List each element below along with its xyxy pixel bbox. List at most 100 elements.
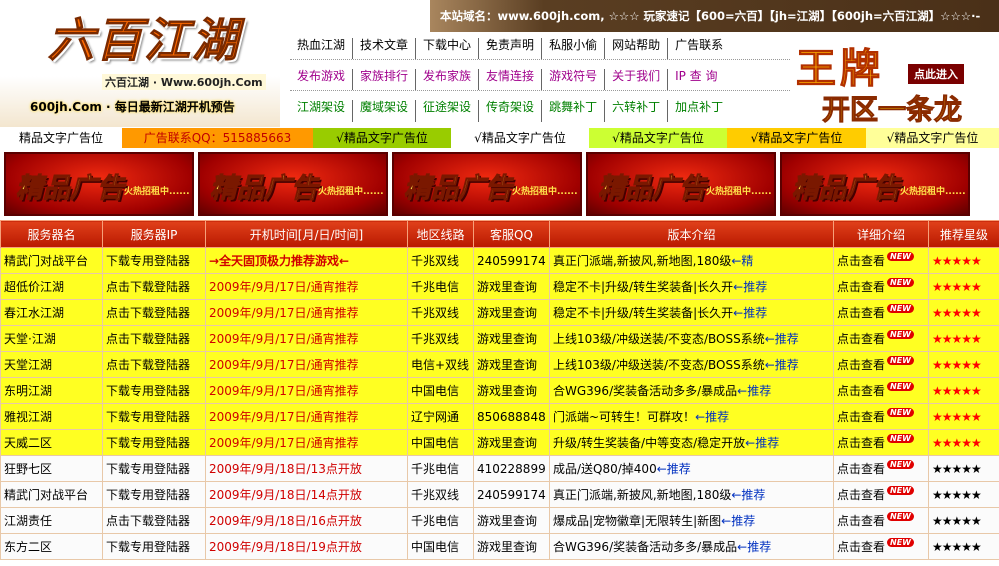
banner-ad[interactable]: 精品广告 火热招租中......	[780, 152, 970, 216]
nav-link[interactable]: 关于我们	[604, 69, 667, 90]
nav-link[interactable]: 六转补丁	[604, 100, 667, 122]
text-ad[interactable]: √精品文字广告位	[451, 128, 589, 148]
detail-link[interactable]: 点击查看	[837, 514, 886, 528]
nav-link[interactable]: 网站帮助	[604, 38, 667, 59]
download-link[interactable]: 下载专用登陆器	[106, 540, 191, 554]
open-time: 2009年/9月/17日/通宵推荐	[205, 273, 408, 300]
cell: 合WG396/奖装备活动多多/暴成品←推荐	[549, 533, 834, 560]
nav-link[interactable]: IP 查 询	[667, 69, 724, 90]
cell: 狂野七区	[0, 455, 103, 482]
detail-link[interactable]: 点击查看	[837, 488, 886, 502]
notice-bar: 本站域名：www.600jh.com, ☆☆☆ 玩家速记【600=六百】【jh=…	[430, 0, 999, 32]
cell: 下载专用登陆器	[102, 481, 206, 508]
banner-ad[interactable]: 精品广告 火热招租中......	[198, 152, 388, 216]
nav-link[interactable]: 广告联系	[667, 38, 730, 59]
text-ad[interactable]: √精品文字广告位	[313, 128, 451, 148]
cell: 江湖责任	[0, 507, 103, 534]
cell: 点击下载登陆器	[102, 507, 206, 534]
detail-link[interactable]: 点击查看	[837, 540, 886, 554]
download-link[interactable]: 点击下载登陆器	[106, 514, 191, 528]
server-name[interactable]: 春江水江湖	[4, 306, 65, 320]
nav-link[interactable]: 江湖架设	[297, 100, 346, 114]
column-header: 客服QQ	[473, 220, 550, 248]
cell: 点击查看 NEW	[833, 481, 929, 508]
detail-link[interactable]: 点击查看	[837, 384, 886, 398]
server-name[interactable]: 江湖责任	[4, 514, 53, 528]
detail-link[interactable]: 点击查看	[837, 280, 886, 294]
nav-link[interactable]: 友情连接	[478, 69, 541, 90]
banner-ad[interactable]: 精品广告 火热招租中......	[586, 152, 776, 216]
nav-row: 发布游戏 家族排行 发布家族 友情连接 游戏符号 关于我们 IP 查 询	[290, 61, 790, 91]
server-name[interactable]: 天堂·江湖	[4, 332, 56, 346]
cell: 点击下载登陆器	[102, 351, 206, 378]
nav-link[interactable]: 发布家族	[415, 69, 478, 90]
server-name[interactable]: 超低价江湖	[4, 280, 65, 294]
server-name[interactable]: 东方二区	[4, 540, 53, 554]
nav-link[interactable]: 魔域架设	[352, 100, 415, 122]
nav-link[interactable]: 跳舞补丁	[541, 100, 604, 122]
download-link[interactable]: 点击下载登陆器	[106, 306, 191, 320]
text-ad[interactable]: √精品文字广告位	[866, 128, 999, 148]
open-time: 2009年/9月/17日/通宵推荐	[205, 299, 408, 326]
column-header: 服务器名	[0, 220, 103, 248]
open-time: 2009年/9月/17日/通宵推荐	[205, 403, 408, 430]
text-ad[interactable]: √精品文字广告位	[727, 128, 866, 148]
version-tag: ←推荐	[764, 358, 799, 372]
download-link[interactable]: 点击下载登陆器	[106, 358, 191, 372]
nav-link[interactable]: 发布游戏	[297, 69, 346, 83]
download-link[interactable]: 下载专用登陆器	[106, 410, 191, 424]
download-link[interactable]: 下载专用登陆器	[106, 488, 191, 502]
nav-link[interactable]: 征途架设	[415, 100, 478, 122]
cell: 下载专用登陆器	[102, 455, 206, 482]
text-ad[interactable]: 精品文字广告位	[0, 128, 122, 148]
detail-link[interactable]: 点击查看	[837, 358, 886, 372]
download-link[interactable]: 下载专用登陆器	[106, 462, 191, 476]
nav-link[interactable]: 家族排行	[352, 69, 415, 90]
open-time: 2009年/9月/17日/通宵推荐	[205, 351, 408, 378]
server-row: 天威二区 下载专用登陆器 2009年/9月/17日/通宵推荐 中国电信 游戏里查询 升级/…	[0, 429, 999, 456]
new-badge: NEW	[887, 330, 914, 339]
nav-link[interactable]: 热血江湖	[297, 38, 346, 52]
promo-button[interactable]: 点此进入	[908, 64, 964, 84]
server-name[interactable]: 精武门对战平台	[4, 254, 89, 268]
text-ad[interactable]: √精品文字广告位	[589, 128, 727, 148]
banner-ad[interactable]: 精品广告 火热招租中......	[392, 152, 582, 216]
detail-link[interactable]: 点击查看	[837, 410, 886, 424]
server-name[interactable]: 狂野七区	[4, 462, 53, 476]
download-link[interactable]: 点击下载登陆器	[106, 332, 191, 346]
download-link[interactable]: 下载专用登陆器	[106, 436, 191, 450]
new-badge: NEW	[887, 278, 914, 287]
nav-link[interactable]: 免责声明	[478, 38, 541, 59]
detail-link[interactable]: 点击查看	[837, 254, 886, 268]
banner-subtitle: 火热招租中......	[900, 187, 966, 197]
logo[interactable]: 六百江湖	[48, 13, 240, 68]
nav-link[interactable]: 加点补丁	[667, 100, 730, 122]
contact-qq: 游戏里查询	[473, 507, 550, 534]
download-link[interactable]: 下载专用登陆器	[106, 254, 191, 268]
detail-link[interactable]: 点击查看	[837, 436, 886, 450]
server-name[interactable]: 雅视江湖	[4, 410, 53, 424]
nav-link[interactable]: 技术文章	[352, 38, 415, 59]
server-name[interactable]: 天堂江湖	[4, 358, 53, 372]
download-link[interactable]: 点击下载登陆器	[106, 280, 191, 294]
server-row: 东方二区 下载专用登陆器 2009年/9月/18日/19点开放 中国电信 游戏里查询 合W…	[0, 533, 999, 560]
contact-qq: 游戏里查询	[473, 273, 550, 300]
detail-link[interactable]: 点击查看	[837, 462, 886, 476]
text-ad[interactable]: 广告联系QQ：515885663	[122, 128, 313, 148]
nav-link[interactable]: 私服小偷	[541, 38, 604, 59]
column-header: 开机时间[月/日/时间]	[205, 220, 408, 248]
download-link[interactable]: 下载专用登陆器	[106, 384, 191, 398]
nav-link[interactable]: 下载中心	[415, 38, 478, 59]
detail-link[interactable]: 点击查看	[837, 332, 886, 346]
detail-link[interactable]: 点击查看	[837, 306, 886, 320]
new-badge: NEW	[887, 486, 914, 495]
server-row: 雅视江湖 下载专用登陆器 2009年/9月/17日/通宵推荐 辽宁网通 85068884…	[0, 403, 999, 430]
banner-ad[interactable]: 精品广告 火热招租中......	[4, 152, 194, 216]
server-name[interactable]: 天威二区	[4, 436, 53, 450]
server-name[interactable]: 东明江湖	[4, 384, 53, 398]
nav-link[interactable]: 传奇架设	[478, 100, 541, 122]
server-name[interactable]: 精武门对战平台	[4, 488, 89, 502]
cell: 点击查看 NEW	[833, 247, 929, 274]
nav-link[interactable]: 游戏符号	[541, 69, 604, 90]
new-badge: NEW	[887, 382, 914, 391]
